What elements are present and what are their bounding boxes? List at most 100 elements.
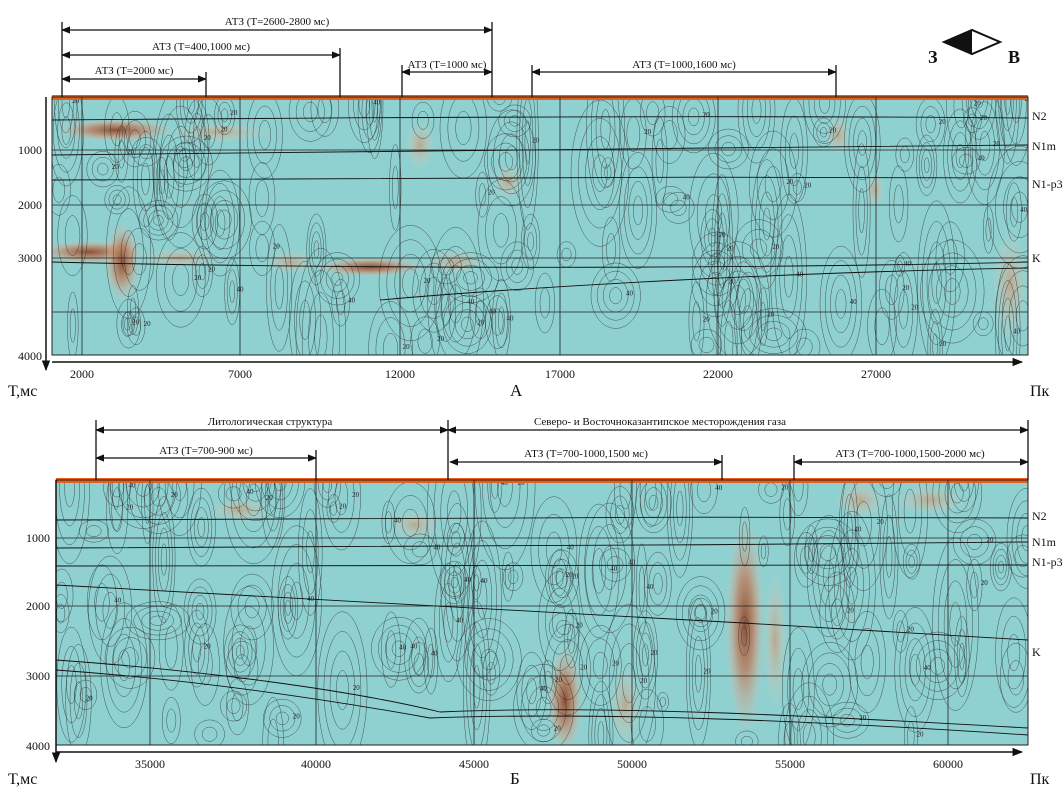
contour-line bbox=[606, 232, 616, 266]
contour-line bbox=[331, 278, 350, 327]
y-tick: 3000 bbox=[26, 669, 50, 683]
contour-line bbox=[923, 157, 930, 174]
contour-line bbox=[778, 702, 801, 745]
contour-line bbox=[274, 266, 284, 310]
contour-line bbox=[816, 122, 831, 143]
contour-line bbox=[696, 173, 731, 258]
contour-line bbox=[943, 108, 978, 204]
contour-value-label: 20 bbox=[651, 649, 659, 657]
contour-line bbox=[920, 239, 985, 344]
contour-line bbox=[255, 180, 269, 217]
contour-line bbox=[983, 205, 994, 254]
contour-line bbox=[764, 166, 782, 203]
contour-line bbox=[384, 511, 393, 534]
contour-line bbox=[427, 644, 435, 678]
contour-line bbox=[59, 480, 80, 527]
contour-line bbox=[822, 673, 837, 696]
contour-line bbox=[233, 654, 251, 682]
contour-line bbox=[462, 600, 491, 745]
contour-value-label: 40 bbox=[456, 617, 464, 625]
contour-line bbox=[190, 623, 220, 706]
contour-value-label: 40 bbox=[399, 644, 407, 652]
panel-a-label: А bbox=[510, 381, 523, 400]
y-tick: 2000 bbox=[18, 198, 42, 212]
contour-line bbox=[214, 97, 235, 135]
contour-value-label: 20 bbox=[208, 266, 216, 274]
anomaly-zone bbox=[55, 118, 175, 142]
contour-line bbox=[516, 651, 547, 730]
contour-line bbox=[530, 718, 557, 743]
contour-line bbox=[192, 635, 202, 662]
contour-value-label: 20 bbox=[781, 484, 789, 492]
contour-line bbox=[784, 115, 804, 187]
contour-line bbox=[427, 227, 484, 355]
contour-line bbox=[926, 241, 947, 325]
contour-line bbox=[736, 278, 751, 314]
contour-value-label: 40 bbox=[507, 314, 515, 322]
contour-line bbox=[509, 115, 521, 127]
contour-line bbox=[240, 625, 258, 666]
contour-line bbox=[635, 480, 672, 534]
contour-line bbox=[757, 287, 769, 346]
contour-line bbox=[1001, 297, 1015, 355]
contour-value-label: 20 bbox=[1034, 310, 1042, 318]
contour-value-label: 40 bbox=[129, 482, 137, 490]
contour-value-label: 40 bbox=[646, 583, 654, 591]
contour-line bbox=[788, 480, 809, 516]
contour-line bbox=[442, 252, 499, 304]
contour-line bbox=[967, 113, 978, 127]
contour-line bbox=[52, 176, 65, 203]
annotation-atz-700-1000-1500: АТЗ (Т=700-1000,1500 мс) bbox=[524, 448, 648, 460]
anomaly-zone bbox=[425, 250, 485, 274]
contour-line bbox=[223, 586, 274, 706]
contour-value-label: 20 bbox=[729, 277, 737, 285]
contour-line bbox=[690, 329, 723, 355]
contour-line bbox=[411, 541, 429, 558]
contour-line bbox=[600, 157, 615, 188]
contour-line bbox=[57, 195, 88, 276]
contour-line bbox=[491, 142, 521, 181]
contour-line bbox=[159, 135, 213, 192]
panel-a-annotation-labels: АТЗ (Т=2600-2800 мс) АТЗ (Т=400,1000 мс)… bbox=[95, 16, 737, 77]
contour-line bbox=[550, 559, 574, 599]
contour-value-label: 20 bbox=[554, 725, 562, 733]
contour-line bbox=[336, 290, 346, 315]
contour-line bbox=[495, 292, 508, 349]
contour-line bbox=[590, 262, 641, 329]
contour-line bbox=[592, 154, 608, 192]
horizon-n2-label: N2 bbox=[1032, 109, 1047, 123]
contour-line bbox=[690, 480, 718, 514]
contour-line bbox=[493, 213, 509, 248]
contour-line bbox=[792, 180, 802, 195]
contour-line bbox=[237, 584, 267, 630]
contour-line bbox=[106, 480, 129, 554]
contour-line bbox=[760, 301, 766, 332]
contour-line bbox=[813, 97, 836, 124]
contour-line bbox=[951, 147, 981, 175]
contour-line bbox=[97, 162, 109, 176]
contour-line bbox=[375, 317, 406, 355]
contour-line bbox=[134, 480, 152, 497]
annotation-gas-fields: Северо- и Восточноказантипское месторожд… bbox=[534, 416, 786, 428]
contour-line bbox=[645, 480, 657, 511]
contour-line bbox=[1009, 197, 1019, 227]
contour-line bbox=[411, 101, 435, 139]
contour-line bbox=[183, 97, 199, 124]
contour-line bbox=[110, 112, 124, 147]
compass: З В bbox=[928, 28, 1020, 67]
contour-value-label: 20 bbox=[221, 126, 229, 134]
horizon-n1p3-label: N1-p3 bbox=[1032, 555, 1063, 569]
contour-line bbox=[104, 184, 130, 215]
contour-line bbox=[892, 610, 909, 653]
contour-line bbox=[519, 97, 536, 208]
contour-line bbox=[706, 241, 770, 355]
contour-line bbox=[389, 144, 402, 231]
anomaly-zone bbox=[992, 230, 1028, 340]
annotation-atz-2600-2800: АТЗ (Т=2600-2800 мс) bbox=[225, 16, 330, 28]
contour-line bbox=[555, 567, 564, 587]
contour-line bbox=[894, 255, 906, 277]
contour-line bbox=[721, 270, 754, 330]
contour-value-label: 20 bbox=[532, 137, 540, 145]
contour-line bbox=[317, 97, 333, 123]
contour-line bbox=[950, 483, 964, 504]
